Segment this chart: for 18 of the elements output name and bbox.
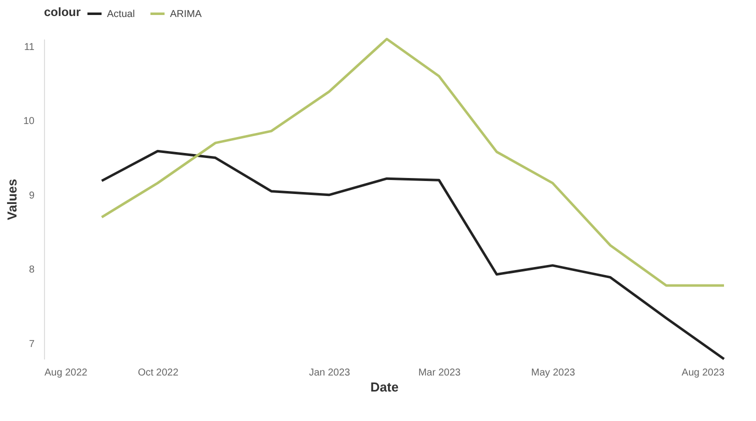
legend-label: Actual	[107, 8, 135, 20]
x-tick-label: Mar 2023	[418, 368, 462, 378]
y-tick-label: 10	[23, 116, 35, 128]
x-axis-title: Date	[370, 380, 399, 394]
y-axis-title: Values	[4, 178, 20, 220]
y-tick-label: 7	[28, 338, 35, 350]
legend-title: colour	[44, 5, 81, 19]
x-tick-label: Aug 2022	[44, 368, 88, 378]
x-tick-label: Jan 2023	[308, 368, 351, 378]
legend-label: ARIMA	[170, 8, 202, 20]
y-tick-label: 11	[24, 42, 35, 53]
y-tick-label: 9	[28, 190, 35, 202]
y-tick-label: 8	[28, 264, 35, 276]
line-series	[100, 38, 726, 287]
x-tick-label: Oct 2022	[138, 368, 179, 378]
x-tick-label: Aug 2023	[682, 368, 725, 378]
line-series	[100, 150, 726, 360]
x-tick-label: May 2023	[531, 368, 576, 378]
